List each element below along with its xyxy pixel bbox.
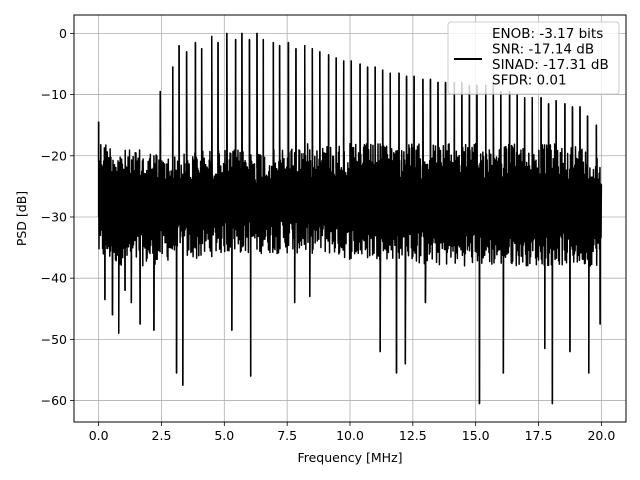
y-tick-label: −60 bbox=[41, 393, 67, 408]
x-tick-label: 10.0 bbox=[336, 428, 364, 443]
x-tick-label: 0.0 bbox=[89, 428, 109, 443]
psd-series bbox=[97, 32, 603, 405]
legend-enob: ENOB: -3.17 bits bbox=[492, 26, 603, 42]
x-tick-label: 15.0 bbox=[462, 428, 490, 443]
y-tick-label: 0 bbox=[59, 26, 67, 41]
y-axis-label: PSD [dB] bbox=[14, 191, 29, 246]
legend-sinad: SINAD: -17.31 dB bbox=[492, 57, 609, 73]
x-axis-label: Frequency [MHz] bbox=[297, 450, 402, 465]
y-tick-label: −20 bbox=[41, 148, 67, 163]
plot-frame bbox=[73, 14, 627, 423]
x-tick-label: 12.5 bbox=[399, 428, 427, 443]
x-axis-ticks: 0.0 2.5 5.0 7.5 10.0 12.5 15.0 17.5 20.0 bbox=[89, 422, 615, 443]
x-tick-label: 20.0 bbox=[587, 428, 615, 443]
y-tick-label: −30 bbox=[41, 209, 67, 224]
y-tick-label: −10 bbox=[41, 87, 67, 102]
legend-snr: SNR: -17.14 dB bbox=[492, 42, 594, 58]
legend-box bbox=[447, 21, 620, 95]
legend: ENOB: -3.17 bits SNR: -17.14 dB SINAD: -… bbox=[447, 21, 620, 95]
x-tick-label: 7.5 bbox=[277, 428, 297, 443]
y-axis-ticks: 0 −10 −20 −30 −40 −50 −60 bbox=[41, 26, 74, 408]
y-tick-label: −50 bbox=[41, 332, 67, 347]
x-tick-label: 2.5 bbox=[152, 428, 172, 443]
x-tick-label: 17.5 bbox=[525, 428, 553, 443]
y-tick-label: −40 bbox=[41, 271, 67, 286]
legend-sfdr: SFDR: 0.01 bbox=[492, 73, 567, 89]
x-tick-label: 5.0 bbox=[214, 428, 234, 443]
